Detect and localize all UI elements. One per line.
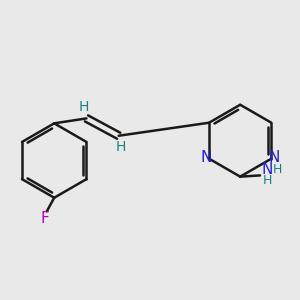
Text: N: N [200, 150, 211, 165]
Text: N: N [269, 150, 280, 165]
Text: N: N [262, 162, 273, 177]
Text: H: H [263, 174, 272, 187]
Text: F: F [40, 211, 49, 226]
Text: H: H [273, 163, 282, 176]
Text: H: H [79, 100, 89, 114]
Text: H: H [116, 140, 126, 154]
